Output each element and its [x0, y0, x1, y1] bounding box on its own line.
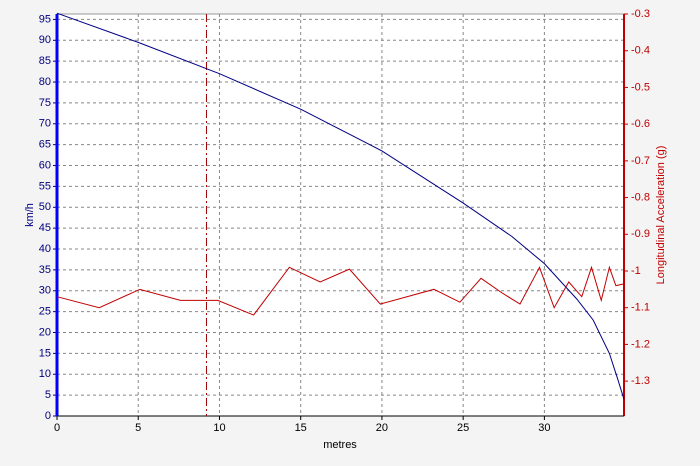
- y-tick-label: 60: [39, 159, 51, 171]
- x-tick-label: 25: [457, 422, 469, 434]
- x-tick-label: 10: [213, 422, 225, 434]
- x-tick-label: 15: [295, 422, 307, 434]
- y-tick-label: 20: [39, 326, 51, 338]
- y-axis-label: km/h: [24, 203, 36, 227]
- y-tick-label: 15: [39, 347, 51, 359]
- y-tick-label: 25: [39, 306, 51, 318]
- y2-tick-label: -0.8: [631, 191, 650, 203]
- y-tick-label: 90: [39, 34, 51, 46]
- y-tick-label: 30: [39, 285, 51, 297]
- y-tick-label: 55: [39, 180, 51, 192]
- y2-tick-label: -0.5: [631, 81, 650, 93]
- y2-tick-label: -0.7: [631, 155, 650, 167]
- y2-tick-label: -0.3: [631, 8, 650, 20]
- x-tick-label: 0: [54, 422, 60, 434]
- y2-tick-label: -0.9: [631, 228, 650, 240]
- y-tick-label: 0: [45, 410, 51, 422]
- y2-tick-label: -0.4: [631, 45, 650, 57]
- x-tick-label: 30: [538, 422, 550, 434]
- y2-tick-label: -1.3: [631, 375, 650, 387]
- x-axis-label: metres: [323, 439, 357, 451]
- y-tick-label: 10: [39, 368, 51, 380]
- y-tick-label: 50: [39, 201, 51, 213]
- y-tick-label: 85: [39, 55, 51, 67]
- y2-tick-label: -1.2: [631, 338, 650, 350]
- plot-area: [56, 13, 625, 417]
- y-tick-label: 65: [39, 139, 51, 151]
- y-tick-label: 75: [39, 97, 51, 109]
- x-tick-label: 5: [135, 422, 141, 434]
- y2-tick-label: -1.1: [631, 302, 650, 314]
- y-tick-label: 80: [39, 76, 51, 88]
- series-line: [56, 12, 625, 400]
- y-tick-label: 95: [39, 13, 51, 25]
- y2-tick-label: -0.6: [631, 118, 650, 130]
- x-tick-label: 20: [376, 422, 388, 434]
- series-line: [56, 265, 625, 316]
- y2-tick-label: -1: [631, 265, 641, 277]
- y-tick-label: 40: [39, 243, 51, 255]
- y-tick-label: 70: [39, 118, 51, 130]
- y-tick-label: 45: [39, 222, 51, 234]
- y-tick-label: 5: [45, 389, 51, 401]
- y2-axis-label: Longitudinal Acceleration (g): [655, 146, 667, 285]
- y-tick-label: 35: [39, 264, 51, 276]
